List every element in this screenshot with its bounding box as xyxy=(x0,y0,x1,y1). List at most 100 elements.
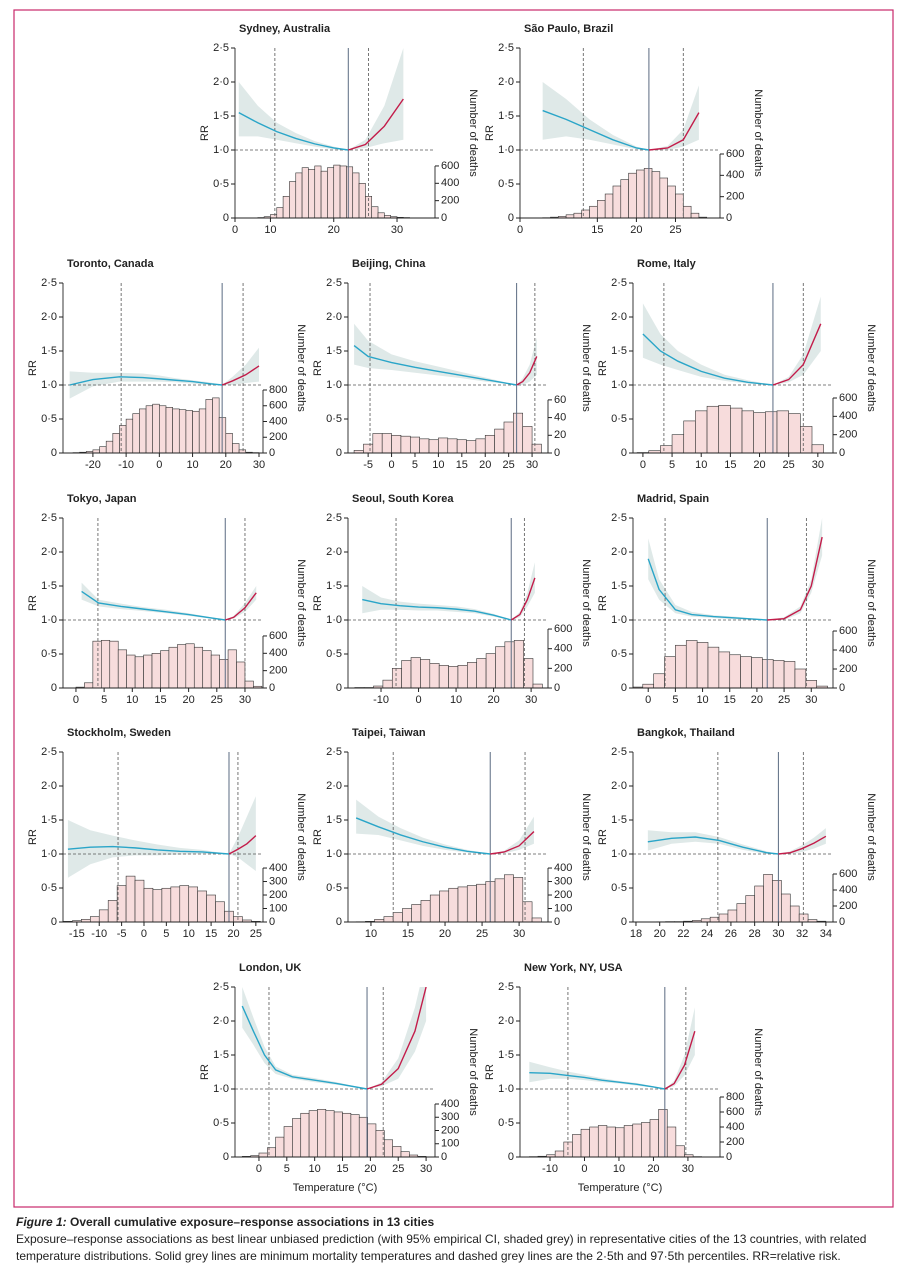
histogram-bar xyxy=(143,654,153,688)
y-tick-label: 0 xyxy=(51,447,57,459)
histogram-bar xyxy=(205,399,213,453)
histogram-bar xyxy=(384,1139,393,1157)
x-tick-label: 25 xyxy=(211,694,223,706)
rr-curve xyxy=(228,835,257,855)
rr-curve xyxy=(355,817,491,855)
plot-area xyxy=(348,518,548,688)
ci-band xyxy=(228,796,256,871)
y2-tick-label: 100 xyxy=(554,902,572,914)
histogram-bar xyxy=(132,413,140,453)
y-tick-label: 0·5 xyxy=(213,1117,229,1129)
rr-curve xyxy=(767,536,823,621)
rr-curve xyxy=(516,356,538,386)
x-tick-label: 0 xyxy=(645,694,651,706)
y-tick-label: 1·0 xyxy=(611,614,627,626)
histogram-bar xyxy=(745,895,755,922)
histogram-bar xyxy=(642,683,654,688)
histogram-bar xyxy=(628,172,637,218)
histogram-bar xyxy=(392,912,403,922)
rr-curve xyxy=(81,590,226,621)
x-tick-label: 25 xyxy=(250,928,262,940)
ci-band xyxy=(367,987,427,1089)
y-tick-label: 1·0 xyxy=(498,1083,514,1095)
x-tick-label: 26 xyxy=(725,928,737,940)
plot-area xyxy=(63,518,263,688)
ci-band xyxy=(222,347,260,385)
histogram-bar xyxy=(193,646,204,688)
panel: 0 0·5 1·0 1·5 2·0 2·5 -15 -10 -5 0 5 10 15 20 25 0 10020… xyxy=(27,727,307,940)
histogram-bar xyxy=(438,665,449,688)
histogram-bar xyxy=(192,410,200,453)
chart-title: Bangkok, Thailand xyxy=(637,727,735,739)
rr-curve xyxy=(348,98,404,151)
histogram-bar xyxy=(283,1126,293,1157)
y2-tick-label: 300 xyxy=(554,875,572,887)
histogram-bar xyxy=(649,1119,659,1157)
histogram-bar xyxy=(675,193,684,218)
chart-title: Tokyo, Japan xyxy=(67,493,137,505)
histogram-bar xyxy=(466,440,477,453)
histogram-bar xyxy=(604,193,614,218)
histogram-bar xyxy=(718,651,731,688)
y2-tick-label: 400 xyxy=(441,1098,459,1110)
histogram-bar xyxy=(212,397,220,453)
ci-band xyxy=(238,82,349,150)
histogram-bar xyxy=(300,1112,310,1157)
x-tick-label: 5 xyxy=(412,459,418,471)
x-tick-label: 15 xyxy=(724,694,736,706)
y-tick-label: 0 xyxy=(223,1151,229,1163)
y2-axis-label: Number of deaths xyxy=(580,324,592,412)
histogram-bar xyxy=(683,420,696,453)
y2-tick-label: 100 xyxy=(441,1138,459,1150)
x-tick-label: 10 xyxy=(126,694,138,706)
y-axis-label: RR xyxy=(27,829,39,845)
histogram-bar xyxy=(125,875,136,922)
ci-band xyxy=(81,582,226,620)
y-tick-label: 1·5 xyxy=(611,580,627,592)
y-tick-label: 0·5 xyxy=(611,413,627,425)
y-tick-label: 2·0 xyxy=(213,1015,229,1027)
histogram-bar xyxy=(145,405,154,453)
y2-tick-label: 400 xyxy=(269,647,287,659)
histogram-bar xyxy=(522,901,533,922)
y2-tick-label: 400 xyxy=(726,1121,744,1133)
ci-band xyxy=(648,538,768,620)
y-axis-label: RR xyxy=(312,595,324,611)
y-tick-label: 0 xyxy=(621,916,627,928)
histogram-bar xyxy=(202,650,212,688)
x-tick-label: 25 xyxy=(503,459,515,471)
x-tick-label: 15 xyxy=(154,694,166,706)
histogram-bar xyxy=(696,642,709,688)
histogram-bar xyxy=(612,185,622,218)
y-tick-label: 0·5 xyxy=(498,178,514,190)
x-tick-label: 20 xyxy=(479,459,491,471)
histogram-bar xyxy=(270,214,278,218)
rr-curve xyxy=(67,845,230,855)
x-tick-label: -5 xyxy=(117,928,127,940)
histogram-bar xyxy=(573,212,583,218)
histogram-bar xyxy=(267,1147,276,1157)
y-tick-label: 1·0 xyxy=(213,144,229,156)
plot-area xyxy=(63,752,263,922)
x-tick-label: -10 xyxy=(118,459,134,471)
histogram-bar xyxy=(513,640,524,688)
y-tick-label: 0 xyxy=(51,682,57,694)
histogram-bar xyxy=(363,443,374,453)
y-tick-label: 0·5 xyxy=(41,648,57,660)
histogram-bar xyxy=(523,658,534,688)
y-tick-label: 1·0 xyxy=(326,848,342,860)
x-tick-label: -5 xyxy=(363,459,373,471)
rr-curve xyxy=(353,345,517,386)
y-tick-label: 0·5 xyxy=(213,178,229,190)
histogram-bar xyxy=(466,885,477,922)
y2-tick-label: 300 xyxy=(441,1111,459,1123)
histogram-bar xyxy=(152,889,163,922)
y-tick-label: 2·5 xyxy=(326,277,342,289)
panel: 0 0·5 1·0 1·5 2·0 2·5 0 5 10 15 20 25 30 0 200 400 600 Ro… xyxy=(597,258,877,471)
y-tick-label: 2·5 xyxy=(213,981,229,993)
histogram-bar xyxy=(401,660,412,688)
rr-curve xyxy=(542,109,650,151)
histogram-bar xyxy=(382,679,393,688)
histogram-bar xyxy=(664,656,676,688)
histogram-bar xyxy=(292,1118,302,1157)
